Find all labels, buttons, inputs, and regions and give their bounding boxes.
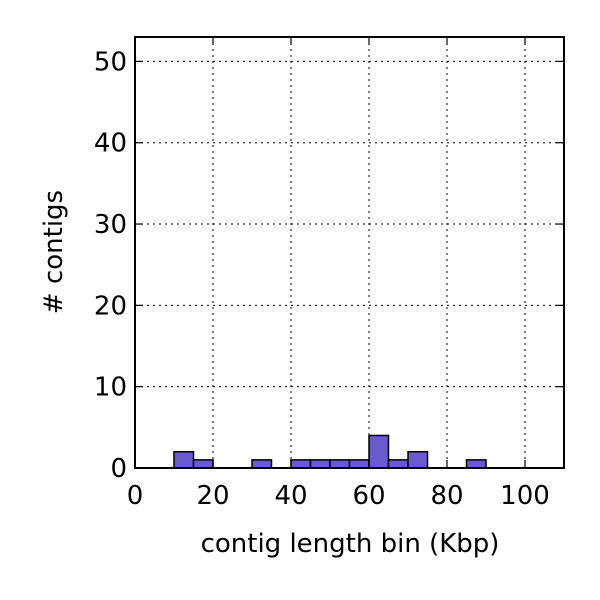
bar [387,459,409,469]
bar [290,459,312,469]
bar [251,459,273,469]
bar [173,450,195,469]
y-tick-label: 50 [94,47,127,77]
y-axis-label: # contigs [39,190,69,314]
x-axis-label: contig length bin (Kbp) [201,529,500,559]
x-tick-label: 40 [274,481,307,511]
y-tick-label: 30 [94,210,127,240]
bar [407,450,429,469]
y-tick-label: 20 [94,291,127,321]
bar [329,459,351,469]
bar [309,459,331,469]
x-tick-label: 20 [196,481,229,511]
bar [465,459,487,469]
x-tick-label: 60 [352,481,385,511]
y-tick-label: 10 [94,373,127,403]
bar [192,459,214,469]
plot-frame [134,36,565,469]
y-tick-label: 40 [94,129,127,159]
y-tick-label: 0 [110,454,127,484]
bar [348,459,370,469]
x-tick-label: 0 [127,481,144,511]
bar [368,434,390,469]
x-tick-label: 80 [430,481,463,511]
x-tick-label: 100 [500,481,550,511]
